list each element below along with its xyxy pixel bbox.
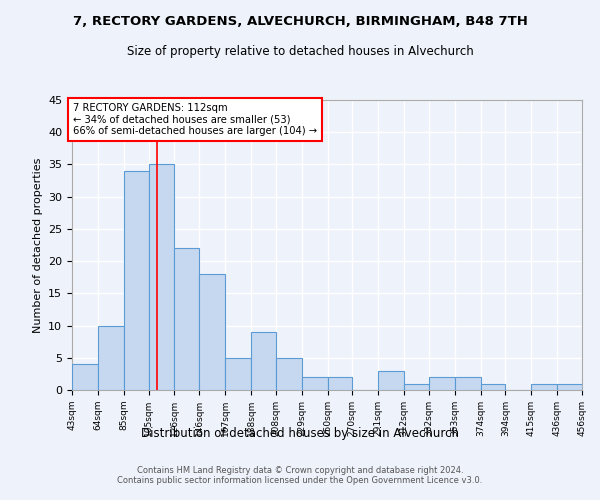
Bar [532, 384, 557, 390]
Bar [251, 332, 276, 390]
Bar [199, 274, 225, 390]
Text: Size of property relative to detached houses in Alvechurch: Size of property relative to detached ho… [127, 45, 473, 58]
Bar [124, 171, 149, 390]
Bar [378, 370, 404, 390]
Bar [481, 384, 505, 390]
Bar [175, 248, 199, 390]
Bar [302, 377, 328, 390]
Text: 7 RECTORY GARDENS: 112sqm
← 34% of detached houses are smaller (53)
66% of semi-: 7 RECTORY GARDENS: 112sqm ← 34% of detac… [73, 103, 317, 136]
Bar [557, 384, 582, 390]
Bar [455, 377, 481, 390]
Bar [276, 358, 302, 390]
Bar [98, 326, 124, 390]
Text: Contains HM Land Registry data © Crown copyright and database right 2024.
Contai: Contains HM Land Registry data © Crown c… [118, 466, 482, 485]
Text: Distribution of detached houses by size in Alvechurch: Distribution of detached houses by size … [141, 428, 459, 440]
Bar [72, 364, 98, 390]
Y-axis label: Number of detached properties: Number of detached properties [32, 158, 43, 332]
Bar [149, 164, 175, 390]
Bar [429, 377, 455, 390]
Bar [225, 358, 251, 390]
Text: 7, RECTORY GARDENS, ALVECHURCH, BIRMINGHAM, B48 7TH: 7, RECTORY GARDENS, ALVECHURCH, BIRMINGH… [73, 15, 527, 28]
Bar [404, 384, 429, 390]
Bar [328, 377, 352, 390]
